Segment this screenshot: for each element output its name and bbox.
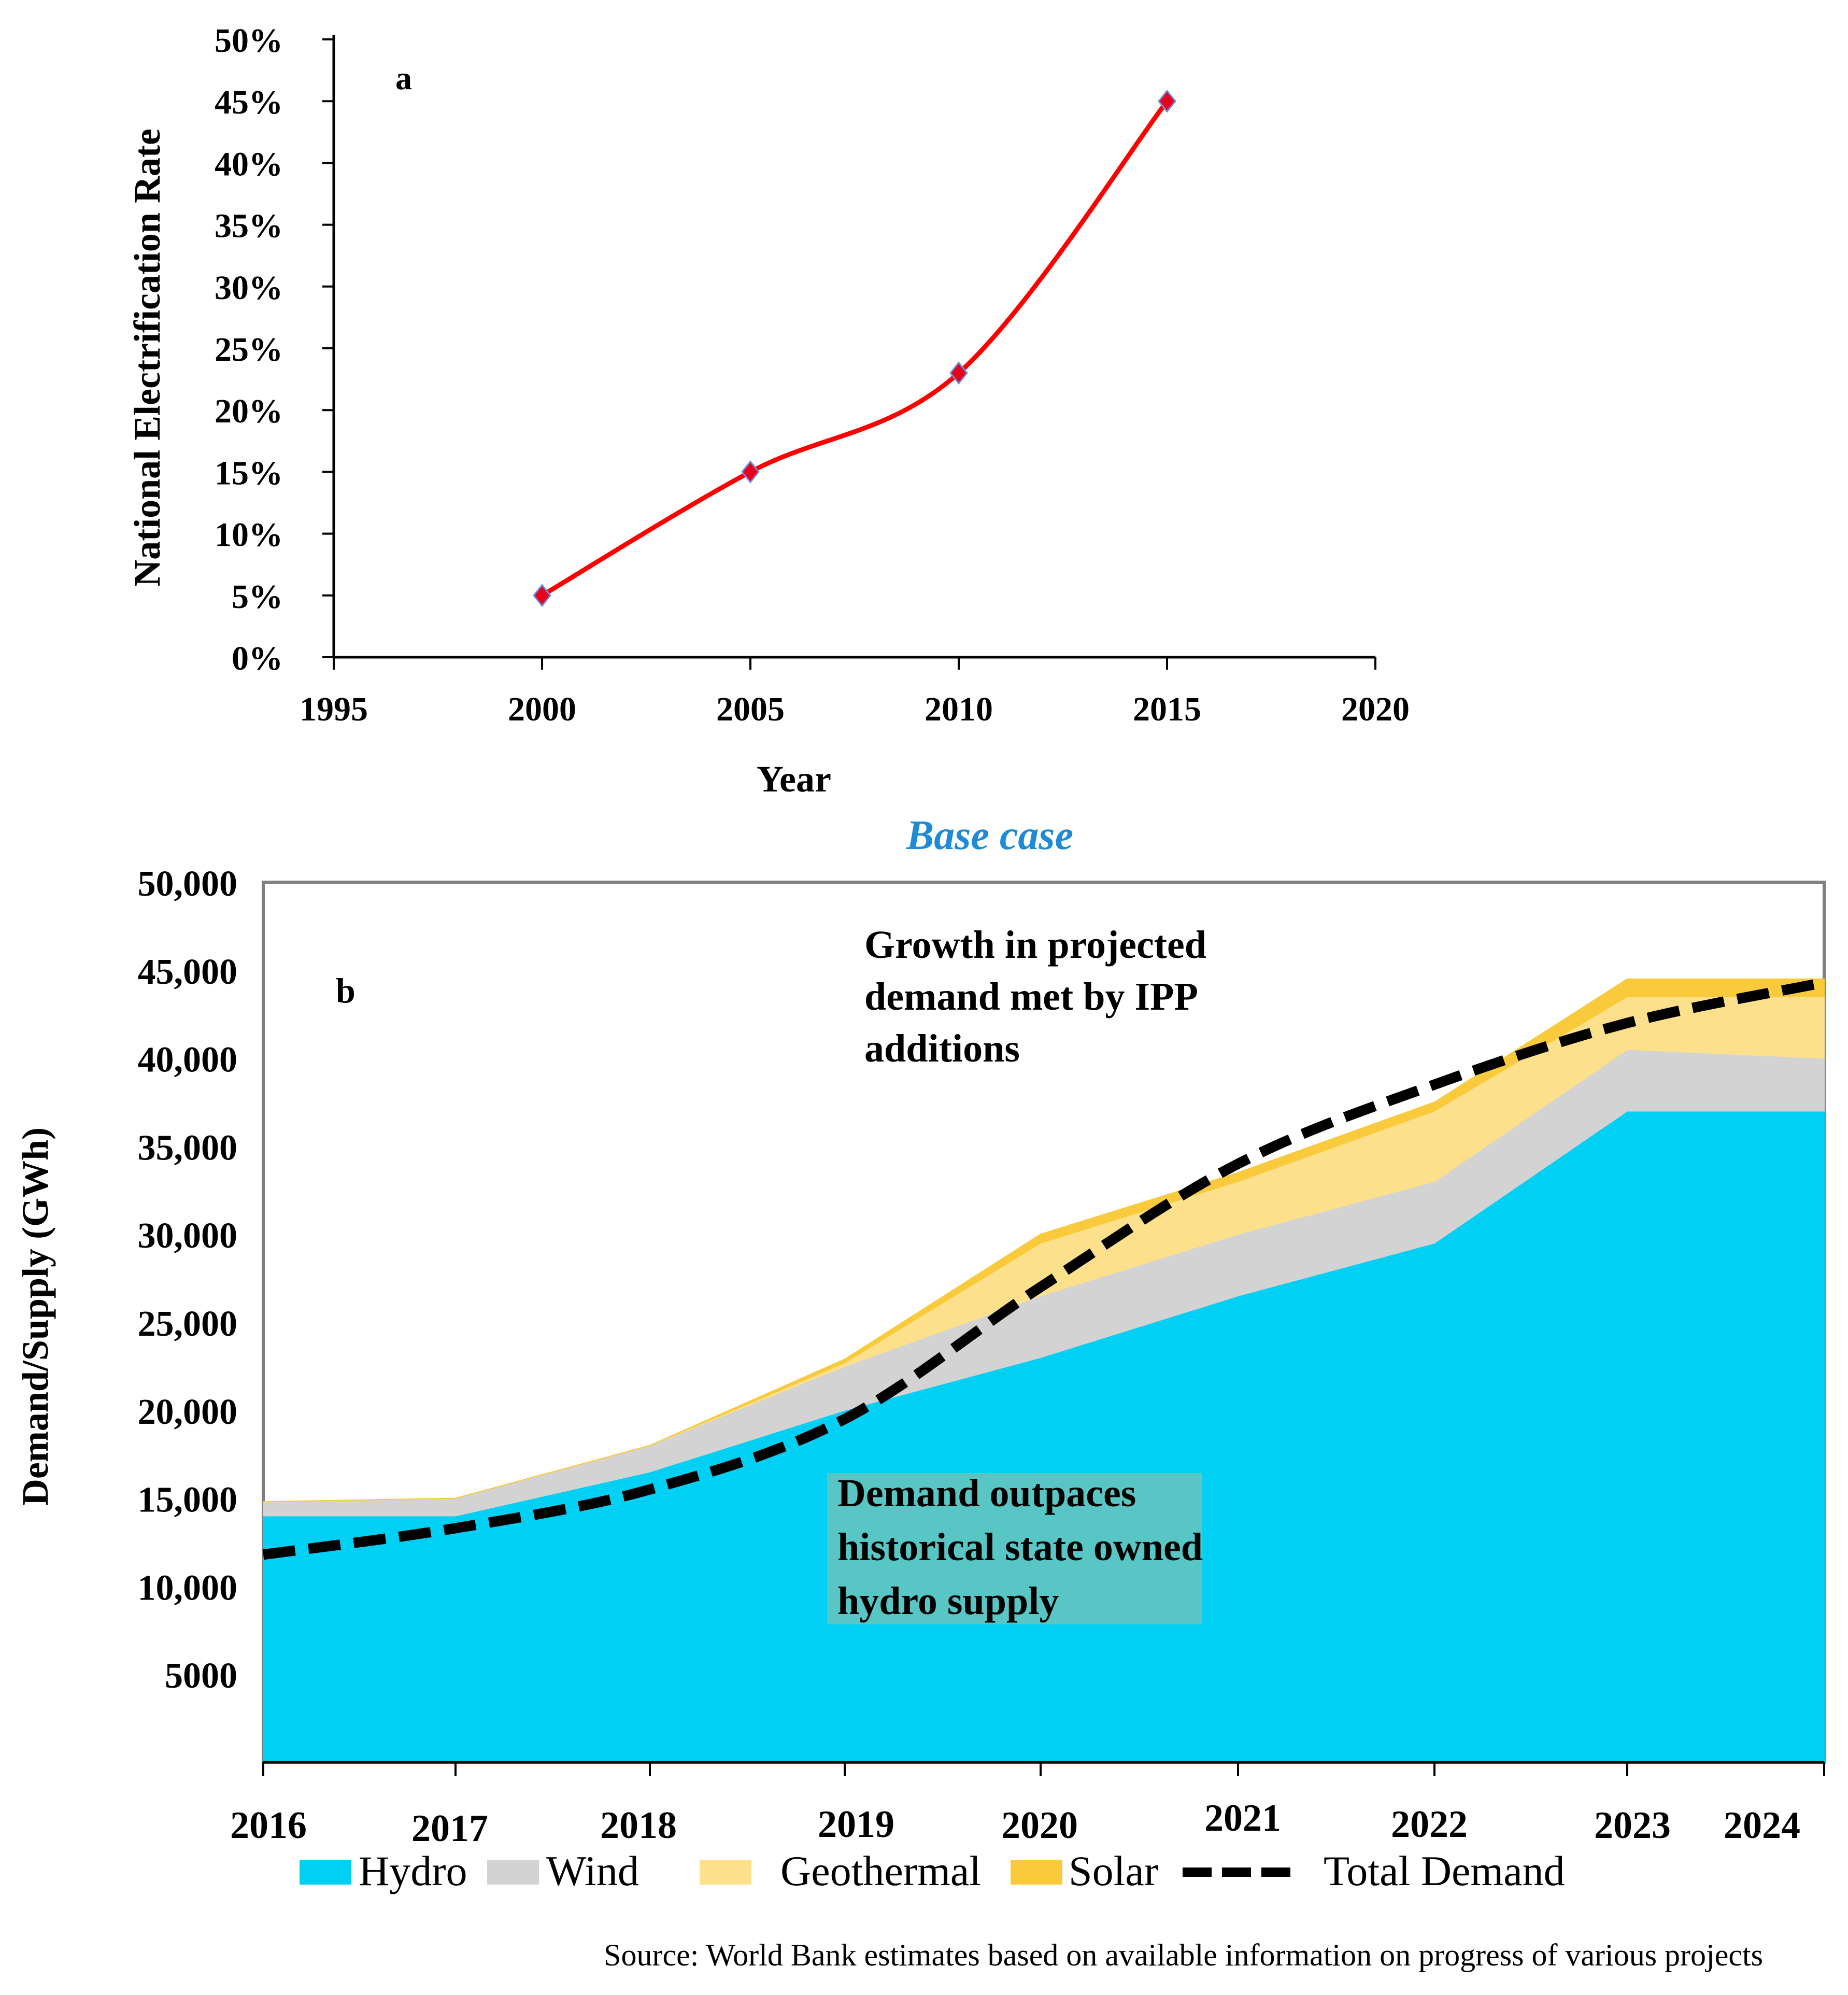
- panel-b-y-tick-label: 15,000: [138, 1480, 238, 1520]
- panel-a-label: a: [395, 60, 412, 96]
- annotation-hydro-line-1: Demand outpaces: [837, 1472, 1136, 1515]
- panel-a-x-tick-label: 2020: [1341, 690, 1410, 728]
- annotation-ipp-line-2: demand met by IPP: [864, 975, 1198, 1018]
- legend-item-total-demand: Total Demand: [1183, 1847, 1565, 1894]
- annotation-hydro-line-2: historical state owned: [837, 1525, 1203, 1569]
- panel-b-y-tick-label: 35,000: [138, 1128, 238, 1168]
- panel-b-y-tick-label: 45,000: [138, 952, 238, 992]
- panel-a-y-ticks: 0% 5% 10% 15% 20% 25% 30% 35% 40% 45% 50%: [215, 22, 334, 677]
- panel-b-x-tick-label: 2022: [1391, 1803, 1468, 1846]
- panel-b-y-tick-label: 10,000: [138, 1568, 238, 1608]
- panel-a-series: [533, 89, 1176, 607]
- legend-swatch-hydro: [300, 1860, 351, 1885]
- panel-a-y-tick-label: 50%: [215, 22, 283, 60]
- legend-label-solar: Solar: [1069, 1847, 1158, 1894]
- area-hydro: [263, 1110, 1825, 1763]
- legend-label-wind: Wind: [546, 1847, 639, 1894]
- panel-a-y-axis-title: National Electrification Rate: [126, 129, 168, 587]
- panel-a-data-point: [533, 584, 551, 607]
- panel-a: a 0% 5% 10% 15% 20% 25% 30% 35% 40% 45% 50% 1995 20…: [126, 22, 1410, 800]
- legend-item-geothermal: Geothermal: [700, 1847, 981, 1894]
- annotation-ipp-line-3: additions: [864, 1027, 1020, 1070]
- panel-a-x-tick-label: 2005: [716, 690, 785, 728]
- panel-a-y-tick-label: 30%: [215, 269, 283, 307]
- panel-b-areas: [263, 978, 1825, 1763]
- legend-swatch-solar: [1011, 1860, 1062, 1885]
- legend: Hydro Wind Geothermal Solar Total Demand: [300, 1847, 1565, 1894]
- panel-b-y-tick-label: 40,000: [138, 1040, 238, 1080]
- panel-a-data-point: [949, 361, 968, 385]
- panel-b-x-ticks: 2016 2017 2018 2019 2020 2021 2022 2023 2024: [230, 1762, 1825, 1850]
- panel-b-y-tick-label: 20,000: [138, 1392, 238, 1432]
- panel-a-y-axis: 0% 5% 10% 15% 20% 25% 30% 35% 40% 45% 50%: [215, 22, 335, 677]
- panel-b-x-tick-label: 2020: [1001, 1804, 1078, 1847]
- annotation-ipp: Growth in projected demand met by IPP ad…: [864, 923, 1206, 1070]
- legend-label-geothermal: Geothermal: [780, 1847, 981, 1894]
- panel-a-y-tick-label: 0%: [232, 640, 283, 677]
- legend-label-hydro: Hydro: [359, 1847, 467, 1894]
- panel-a-x-tick-label: 2010: [925, 690, 993, 728]
- annotation-hydro-line-3: hydro supply: [837, 1579, 1059, 1623]
- panel-a-y-tick-label: 5%: [232, 578, 283, 616]
- panel-a-x-tick-label: 2015: [1133, 690, 1201, 728]
- panel-b-y-axis-title: Demand/Supply (GWh): [15, 1127, 56, 1506]
- panel-b-x-tick-label: 2024: [1724, 1804, 1800, 1847]
- legend-item-wind: Wind: [487, 1847, 639, 1894]
- annotation-hydro: Demand outpaces historical state owned h…: [827, 1472, 1203, 1624]
- panel-a-y-tick-label: 35%: [215, 207, 283, 245]
- legend-swatch-wind: [487, 1860, 539, 1885]
- panel-a-y-tick-label: 10%: [215, 516, 283, 554]
- panel-b-y-ticks: 5000 10,000 15,000 20,000 25,000 30,000 35,000…: [138, 864, 238, 1696]
- panel-b-y-tick-label: 30,000: [138, 1216, 238, 1256]
- panel-b-x-tick-label: 2016: [230, 1804, 307, 1847]
- panel-a-data-point: [741, 460, 760, 484]
- panel-b-label: b: [336, 971, 356, 1010]
- panel-b-x-tick-label: 2021: [1204, 1797, 1281, 1840]
- panel-b-x-tick-label: 2018: [600, 1804, 677, 1847]
- panel-a-y-tick-label: 45%: [215, 83, 283, 121]
- panel-a-x-tick-label: 1995: [300, 690, 368, 728]
- legend-swatch-geothermal: [700, 1860, 751, 1885]
- panel-b-x-tick-label: 2019: [818, 1803, 894, 1846]
- panel-a-x-tick-label: 2000: [508, 690, 576, 728]
- panel-b-x-tick-label: 2017: [411, 1807, 488, 1850]
- annotation-ipp-line-1: Growth in projected: [864, 923, 1206, 967]
- panel-a-y-tick-label: 25%: [215, 331, 283, 369]
- panel-b: Base case 2016 2017 2018 2019 2020 2021 2022 20…: [15, 813, 1826, 1972]
- panel-a-x-axis: 1995 2000 2005 2010 2015 2020: [300, 656, 1410, 728]
- source-note: Source: World Bank estimates based on av…: [604, 1938, 1763, 1972]
- panel-b-x-tick-label: 2023: [1594, 1804, 1671, 1847]
- panel-a-data-point: [1158, 89, 1176, 113]
- area-solar: [263, 978, 1825, 1503]
- panel-b-title: Base case: [906, 813, 1073, 858]
- legend-item-solar: Solar: [1011, 1847, 1158, 1894]
- panel-a-y-tick-label: 15%: [215, 454, 283, 492]
- panel-b-y-tick-label: 50,000: [138, 864, 238, 904]
- legend-label-total-demand: Total Demand: [1324, 1847, 1565, 1894]
- annotation-hydro-box: [827, 1473, 1202, 1624]
- total-demand-line: [262, 977, 1826, 1560]
- panel-a-x-ticks: 1995 2000 2005 2010 2015 2020: [300, 657, 1410, 728]
- panel-a-y-tick-label: 40%: [215, 145, 283, 183]
- panel-b-demand-line: [262, 977, 1826, 1560]
- panel-a-y-tick-label: 20%: [215, 392, 283, 430]
- panel-b-y-tick-label: 25,000: [138, 1304, 238, 1344]
- panel-b-y-tick-label: 5000: [165, 1656, 237, 1696]
- legend-item-hydro: Hydro: [300, 1847, 467, 1894]
- panel-a-series-line: [541, 100, 1169, 598]
- panel-a-x-axis-title: Year: [757, 758, 831, 800]
